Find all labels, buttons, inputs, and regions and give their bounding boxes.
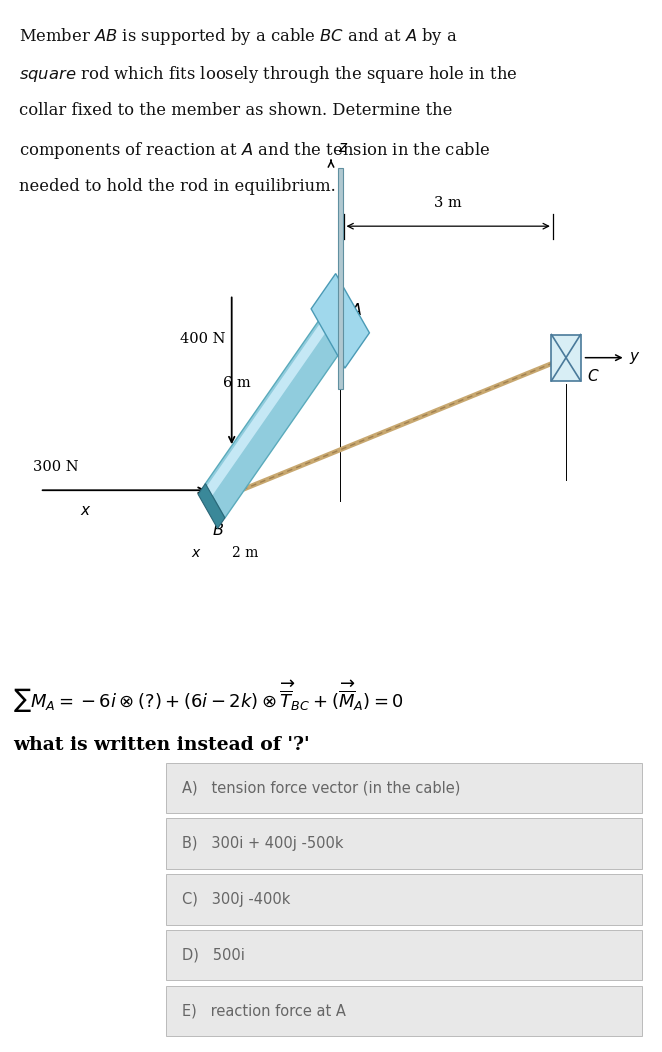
Text: Member $\mathit{AB}$ is supported by a cable $\mathit{BC}$ and at $\mathit{A}$ b: Member $\mathit{AB}$ is supported by a c… <box>19 26 457 47</box>
Text: $B$: $B$ <box>213 522 224 539</box>
Text: E)   reaction force at A: E) reaction force at A <box>182 1004 346 1018</box>
Text: B)   300i + 400j -500k: B) 300i + 400j -500k <box>182 836 344 851</box>
Polygon shape <box>311 274 369 368</box>
Text: $\mathit{square}$ rod which fits loosely through the square hole in the: $\mathit{square}$ rod which fits loosely… <box>19 64 517 85</box>
FancyBboxPatch shape <box>166 763 642 813</box>
Polygon shape <box>207 306 338 495</box>
Polygon shape <box>205 304 350 518</box>
Text: 400 N: 400 N <box>179 332 225 346</box>
Text: what is written instead of '?': what is written instead of '?' <box>13 736 310 754</box>
Text: $y$: $y$ <box>629 349 640 366</box>
FancyBboxPatch shape <box>166 818 642 869</box>
Text: $x$: $x$ <box>80 504 92 519</box>
Text: $z$: $z$ <box>338 141 348 155</box>
Text: collar fixed to the member as shown. Determine the: collar fixed to the member as shown. Det… <box>19 102 452 119</box>
Text: $C$: $C$ <box>587 368 600 384</box>
FancyBboxPatch shape <box>166 930 642 980</box>
Text: $x$: $x$ <box>191 546 202 561</box>
Text: 3 m: 3 m <box>434 197 462 210</box>
FancyBboxPatch shape <box>166 986 642 1036</box>
Text: 2 m: 2 m <box>232 546 258 561</box>
Text: needed to hold the rod in equilibrium.: needed to hold the rod in equilibrium. <box>19 178 335 195</box>
Text: 300 N: 300 N <box>33 461 79 474</box>
Polygon shape <box>198 484 225 528</box>
Text: A)   tension force vector (in the cable): A) tension force vector (in the cable) <box>182 781 461 795</box>
FancyBboxPatch shape <box>166 874 642 925</box>
Bar <box>338 168 343 389</box>
Bar <box>551 335 581 381</box>
Text: 6 m: 6 m <box>224 376 252 390</box>
Text: $A$: $A$ <box>350 302 363 319</box>
Text: D)   500i: D) 500i <box>182 948 245 963</box>
Text: C)   300j -400k: C) 300j -400k <box>182 892 291 907</box>
Text: $\sum M_A =-6i\otimes(?)+( 6i-2k)\otimes\overrightarrow{\overline{T}}_{BC}+(\ove: $\sum M_A =-6i\otimes(?)+( 6i-2k)\otimes… <box>13 679 404 715</box>
Text: components of reaction at $\mathit{A}$ and the tension in the cable: components of reaction at $\mathit{A}$ a… <box>19 140 490 161</box>
